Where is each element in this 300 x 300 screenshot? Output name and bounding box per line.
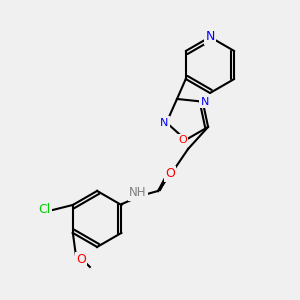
Text: O: O [76,254,86,266]
Text: N: N [160,118,169,128]
Text: O: O [178,135,187,145]
Text: NH: NH [129,186,147,200]
Text: N: N [200,97,209,107]
Text: N: N [205,31,215,44]
Text: O: O [165,167,175,180]
Text: Cl: Cl [39,203,51,216]
